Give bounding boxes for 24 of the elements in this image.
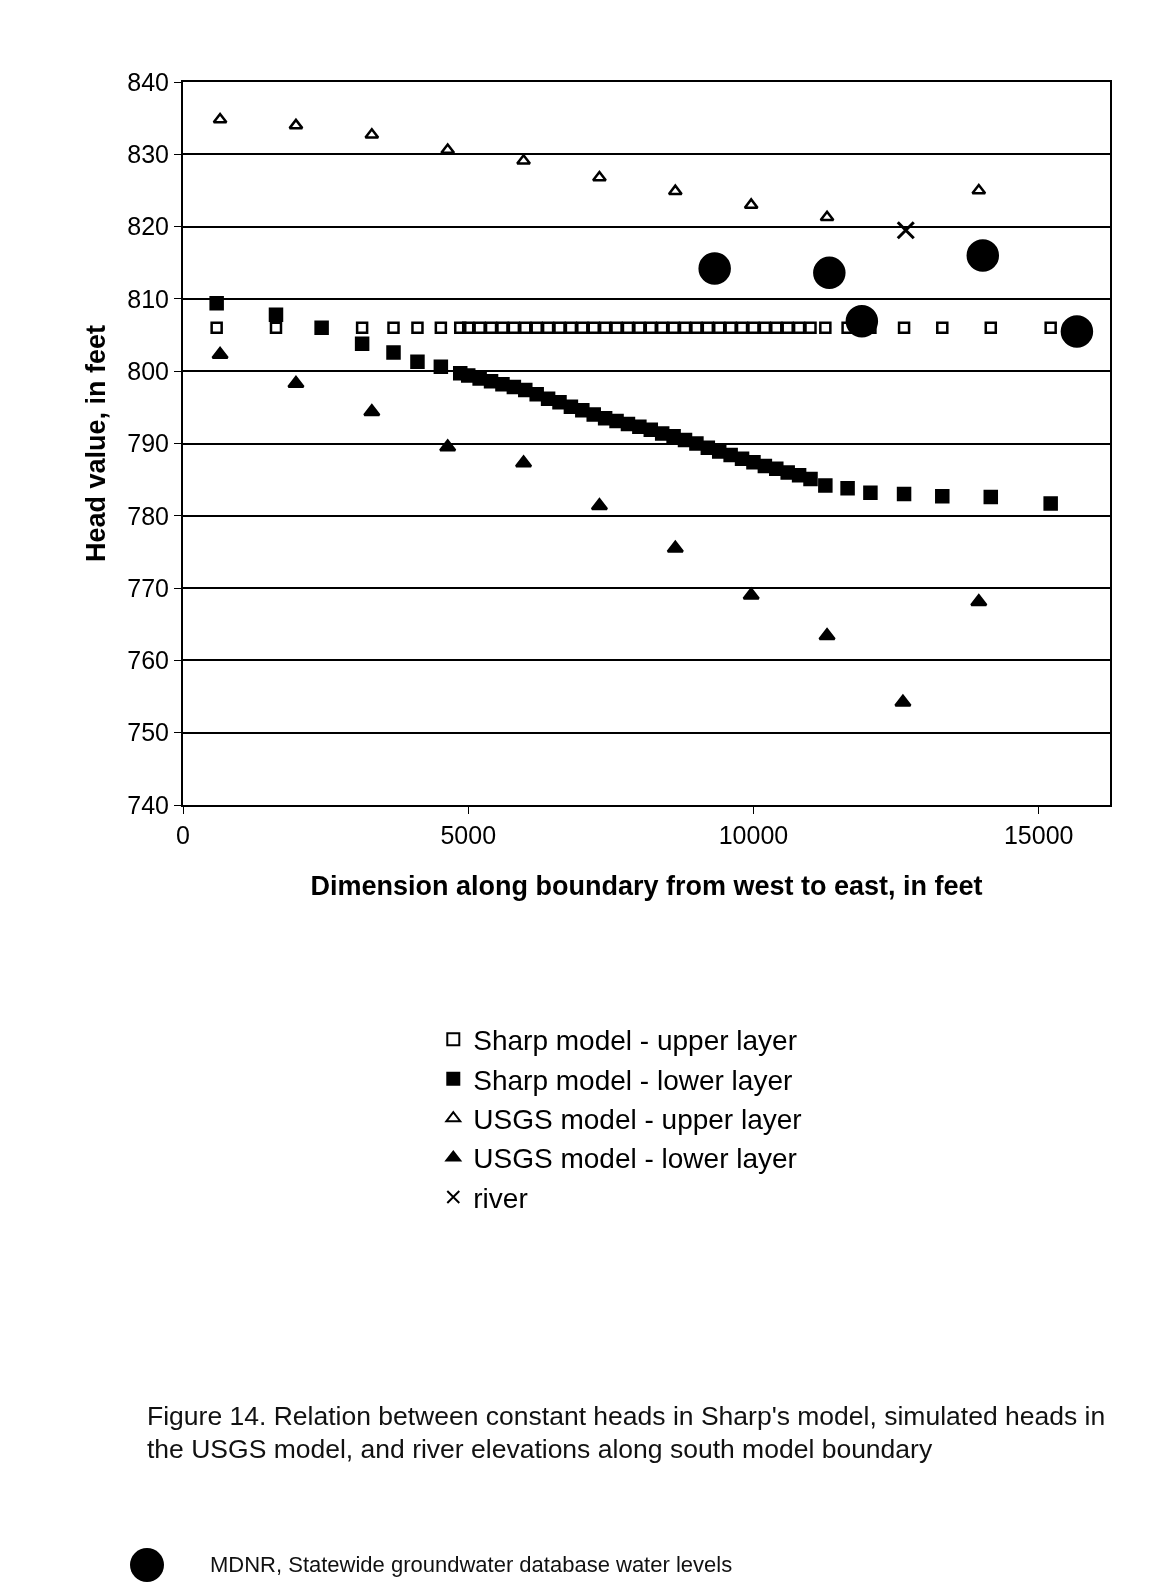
- legend-label: MDNR, Statewide groundwater database water levels: [210, 1552, 733, 1578]
- y-tick-label: 780: [127, 501, 169, 530]
- y-tick-label: 820: [127, 212, 169, 241]
- y-tick-label: 790: [127, 429, 169, 458]
- legend-label: river: [473, 1182, 528, 1214]
- legend-label: USGS model - lower layer: [473, 1143, 797, 1175]
- y-tick-label: 770: [127, 573, 169, 602]
- x-axis-title: Dimension along boundary from west to east, in feet: [310, 870, 983, 901]
- y-tick-label: 800: [127, 356, 169, 385]
- legend-label: Sharp model - upper layer: [473, 1025, 798, 1057]
- y-axis-title: Head value, in feet: [80, 324, 111, 563]
- x-tick-label: 5000: [440, 821, 497, 849]
- y-tick-label: 740: [127, 790, 169, 819]
- x-tick-label: 15000: [1003, 821, 1074, 849]
- legend-label: Sharp model - lower layer: [473, 1064, 793, 1096]
- y-tick-label: 760: [127, 646, 169, 675]
- y-tick-label: 830: [127, 140, 169, 169]
- y-tick-label: 840: [127, 67, 169, 96]
- y-tick-label: 810: [127, 284, 169, 313]
- y-tick-label: 750: [127, 718, 169, 747]
- legend-label: USGS model - upper layer: [473, 1104, 802, 1136]
- x-tick-label: 10000: [718, 821, 789, 849]
- caption: Figure 14. Relation between constant heads in Sharp's model, simulated heads in the USGS model, and river elevations along south model boundary: [147, 1400, 1107, 1466]
- x-tick-label: 0: [176, 821, 190, 849]
